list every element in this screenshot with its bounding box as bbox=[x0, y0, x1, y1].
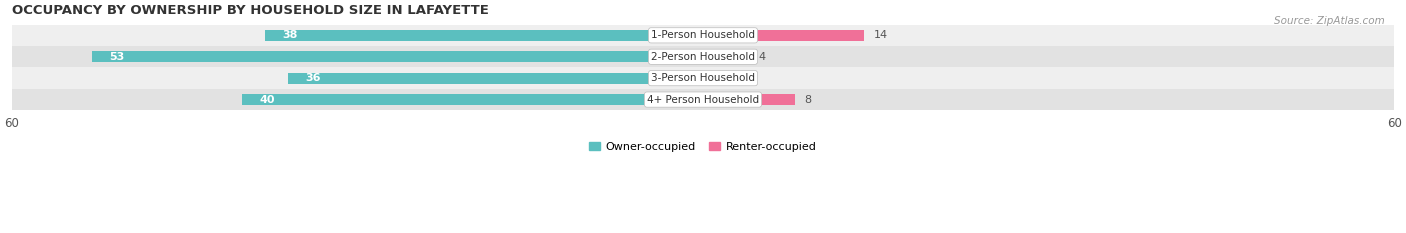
Text: Source: ZipAtlas.com: Source: ZipAtlas.com bbox=[1274, 16, 1385, 26]
Text: 36: 36 bbox=[305, 73, 321, 83]
Text: 14: 14 bbox=[873, 30, 887, 40]
Text: 3-Person Household: 3-Person Household bbox=[651, 73, 755, 83]
Text: 1-Person Household: 1-Person Household bbox=[651, 30, 755, 40]
Text: 8: 8 bbox=[804, 95, 811, 105]
Bar bbox=[11, 25, 1395, 46]
Text: 0: 0 bbox=[713, 73, 720, 83]
Bar bbox=[11, 46, 1395, 68]
Text: 53: 53 bbox=[110, 52, 125, 62]
Bar bbox=[703, 51, 749, 62]
Text: 2-Person Household: 2-Person Household bbox=[651, 52, 755, 62]
Legend: Owner-occupied, Renter-occupied: Owner-occupied, Renter-occupied bbox=[585, 137, 821, 156]
Text: 40: 40 bbox=[259, 95, 274, 105]
Bar bbox=[266, 30, 703, 41]
Text: 4: 4 bbox=[758, 52, 765, 62]
Text: 38: 38 bbox=[283, 30, 298, 40]
Bar bbox=[703, 94, 796, 105]
Bar bbox=[703, 30, 865, 41]
Text: 4+ Person Household: 4+ Person Household bbox=[647, 95, 759, 105]
Text: OCCUPANCY BY OWNERSHIP BY HOUSEHOLD SIZE IN LAFAYETTE: OCCUPANCY BY OWNERSHIP BY HOUSEHOLD SIZE… bbox=[11, 4, 488, 17]
Bar bbox=[288, 73, 703, 84]
Bar bbox=[242, 94, 703, 105]
Bar bbox=[93, 51, 703, 62]
Bar bbox=[11, 89, 1395, 110]
Bar bbox=[11, 68, 1395, 89]
